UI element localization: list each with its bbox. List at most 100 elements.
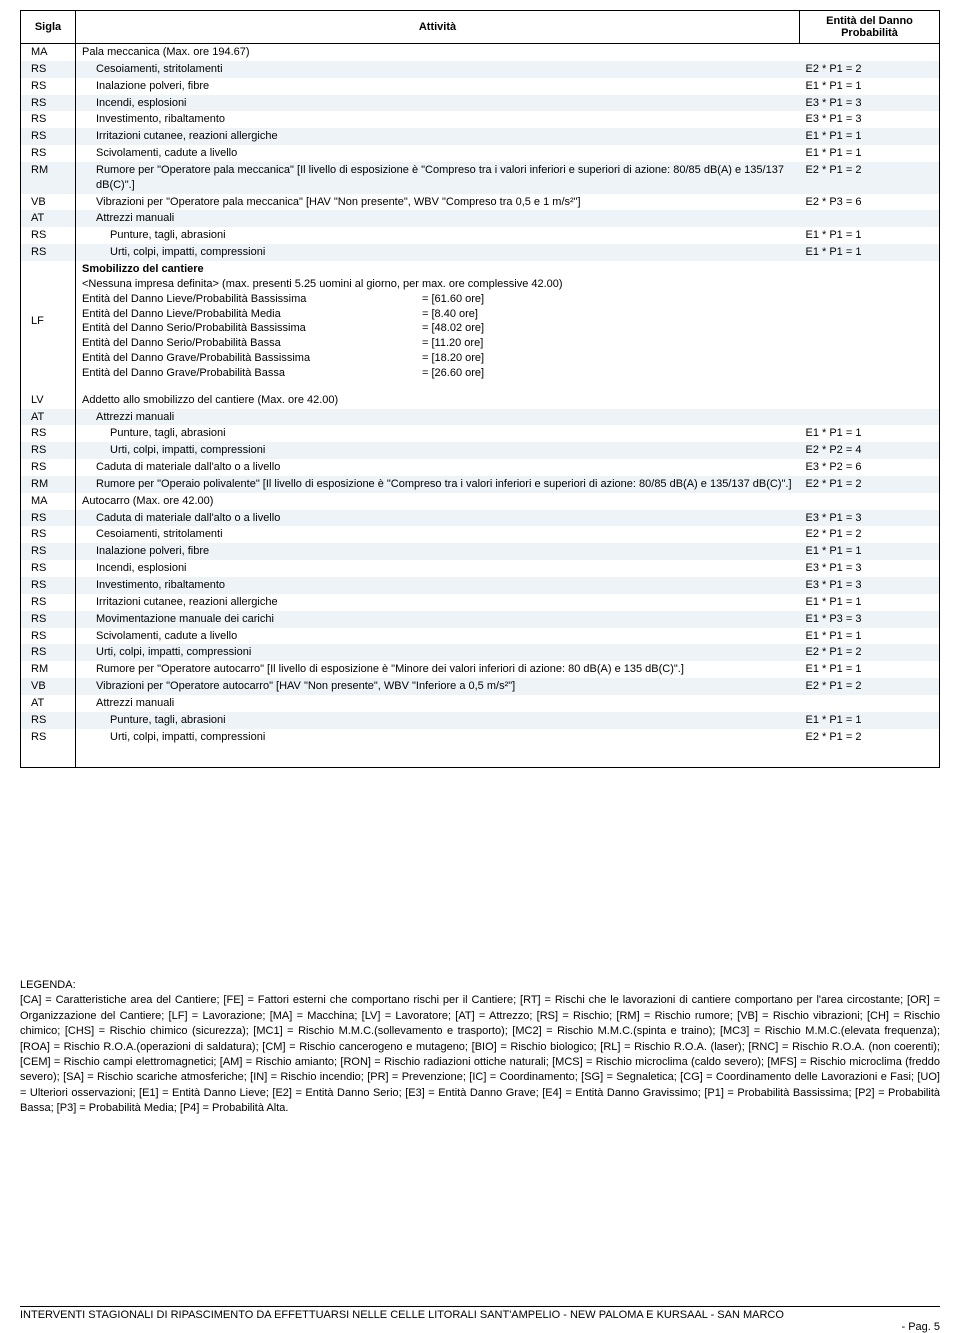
table-row: RSPunture, tagli, abrasioniE1 * P1 = 1	[21, 712, 940, 729]
row-activity: Vibrazioni per "Operatore pala meccanica…	[76, 194, 800, 211]
row-activity: Punture, tagli, abrasioni	[76, 425, 800, 442]
col-sigla: Sigla	[21, 11, 76, 44]
row-entity	[800, 210, 940, 227]
col-entita: Entità del Danno Probabilità	[800, 11, 940, 44]
table-row: RSIrritazioni cutanee, reazioni allergic…	[21, 128, 940, 145]
table-row: RSMovimentazione manuale dei carichiE1 *…	[21, 611, 940, 628]
table-row: RSCesoiamenti, stritolamentiE2 * P1 = 2	[21, 61, 940, 78]
row-activity: Movimentazione manuale dei carichi	[76, 611, 800, 628]
table-row: RSInvestimento, ribaltamentoE3 * P1 = 3	[21, 111, 940, 128]
table-row: RMRumore per "Operaio polivalente" [Il l…	[21, 476, 940, 493]
table-row: RMRumore per "Operatore autocarro" [Il l…	[21, 661, 940, 678]
row-sigla: RS	[21, 227, 76, 244]
row-activity: Addetto allo smobilizzo del cantiere (Ma…	[76, 392, 800, 409]
row-entity: E1 * P1 = 1	[800, 128, 940, 145]
table-row: ATAttrezzi manuali	[21, 695, 940, 712]
table-row: ATAttrezzi manuali	[21, 409, 940, 426]
table-row: RSInalazione polveri, fibreE1 * P1 = 1	[21, 543, 940, 560]
lf-sigla: LF	[21, 261, 76, 382]
row-entity: E3 * P1 = 3	[800, 510, 940, 527]
footer-page: - Pag. 5	[20, 1321, 940, 1333]
row-entity: E1 * P1 = 1	[800, 145, 940, 162]
table-row: RSIrritazioni cutanee, reazioni allergic…	[21, 594, 940, 611]
row-activity: Irritazioni cutanee, reazioni allergiche	[76, 128, 800, 145]
row-activity: Rumore per "Operatore pala meccanica" [I…	[76, 162, 800, 194]
table-row: RSCaduta di materiale dall'alto o a live…	[21, 510, 940, 527]
table-row: RMRumore per "Operatore pala meccanica" …	[21, 162, 940, 194]
row-activity: Scivolamenti, cadute a livello	[76, 628, 800, 645]
row-activity: Attrezzi manuali	[76, 210, 800, 227]
table-row: LVAddetto allo smobilizzo del cantiere (…	[21, 392, 940, 409]
row-sigla: RM	[21, 661, 76, 678]
row-sigla: RS	[21, 560, 76, 577]
row-entity: E1 * P1 = 1	[800, 594, 940, 611]
row-entity: E1 * P1 = 1	[800, 425, 940, 442]
table-row: RSCaduta di materiale dall'alto o a live…	[21, 459, 940, 476]
table-row: RSPunture, tagli, abrasioniE1 * P1 = 1	[21, 425, 940, 442]
row-entity	[800, 44, 940, 61]
row-sigla: LV	[21, 392, 76, 409]
table-row: RSUrti, colpi, impatti, compressioniE2 *…	[21, 442, 940, 459]
table-row: RSInvestimento, ribaltamentoE3 * P1 = 3	[21, 577, 940, 594]
table-row: RSScivolamenti, cadute a livelloE1 * P1 …	[21, 145, 940, 162]
row-activity: Investimento, ribaltamento	[76, 111, 800, 128]
row-sigla: AT	[21, 409, 76, 426]
footer: INTERVENTI STAGIONALI DI RIPASCIMENTO DA…	[20, 1306, 940, 1333]
row-entity: E2 * P1 = 2	[800, 644, 940, 661]
lf-title: Smobilizzo del cantiere	[82, 262, 794, 277]
lf-line: Entità del Danno Grave/Probabilità Bassi…	[82, 351, 794, 366]
legend-body: [CA] = Caratteristiche area del Cantiere…	[20, 993, 940, 1116]
row-activity: Punture, tagli, abrasioni	[76, 712, 800, 729]
row-sigla: AT	[21, 210, 76, 227]
row-sigla: RS	[21, 594, 76, 611]
row-activity: Rumore per "Operatore autocarro" [Il liv…	[76, 661, 800, 678]
row-sigla: RS	[21, 729, 76, 746]
row-sigla: RS	[21, 145, 76, 162]
table-row: RSScivolamenti, cadute a livelloE1 * P1 …	[21, 628, 940, 645]
row-entity: E1 * P1 = 1	[800, 661, 940, 678]
row-entity: E3 * P1 = 3	[800, 560, 940, 577]
row-sigla: RS	[21, 244, 76, 261]
lf-line: Entità del Danno Lieve/Probabilità Bassi…	[82, 292, 794, 307]
row-activity: Urti, colpi, impatti, compressioni	[76, 644, 800, 661]
table-row: RSIncendi, esplosioniE3 * P1 = 3	[21, 560, 940, 577]
row-sigla: RS	[21, 644, 76, 661]
lf-line: Entità del Danno Serio/Probabilità Bassa…	[82, 336, 794, 351]
row-entity	[800, 695, 940, 712]
row-activity: Autocarro (Max. ore 42.00)	[76, 493, 800, 510]
row-activity: Attrezzi manuali	[76, 695, 800, 712]
row-entity: E2 * P1 = 2	[800, 162, 940, 194]
table-row: MAPala meccanica (Max. ore 194.67)	[21, 44, 940, 61]
row-sigla: RM	[21, 162, 76, 194]
row-entity: E3 * P1 = 3	[800, 95, 940, 112]
row-activity: Scivolamenti, cadute a livello	[76, 145, 800, 162]
lf-line: Entità del Danno Serio/Probabilità Bassi…	[82, 321, 794, 336]
table-row: RSUrti, colpi, impatti, compressioniE2 *…	[21, 729, 940, 746]
row-entity: E1 * P1 = 1	[800, 78, 940, 95]
row-activity: Caduta di materiale dall'alto o a livell…	[76, 459, 800, 476]
row-activity: Caduta di materiale dall'alto o a livell…	[76, 510, 800, 527]
row-entity	[800, 392, 940, 409]
row-activity: Incendi, esplosioni	[76, 560, 800, 577]
row-sigla: RS	[21, 95, 76, 112]
row-entity: E3 * P1 = 3	[800, 111, 940, 128]
table-row: RSCesoiamenti, stritolamentiE2 * P1 = 2	[21, 526, 940, 543]
footer-title: INTERVENTI STAGIONALI DI RIPASCIMENTO DA…	[20, 1309, 940, 1321]
row-sigla: AT	[21, 695, 76, 712]
row-activity: Urti, colpi, impatti, compressioni	[76, 244, 800, 261]
lf-line: Entità del Danno Lieve/Probabilità Media…	[82, 307, 794, 322]
row-entity: E2 * P1 = 2	[800, 729, 940, 746]
row-sigla: RS	[21, 543, 76, 560]
row-activity: Urti, colpi, impatti, compressioni	[76, 442, 800, 459]
row-entity: E2 * P1 = 2	[800, 476, 940, 493]
row-sigla: RS	[21, 425, 76, 442]
col-attivita: Attività	[76, 11, 800, 44]
lf-block: Smobilizzo del cantiere <Nessuna impresa…	[76, 261, 800, 382]
row-sigla: MA	[21, 493, 76, 510]
table-row: RSInalazione polveri, fibreE1 * P1 = 1	[21, 78, 940, 95]
row-entity: E1 * P1 = 1	[800, 227, 940, 244]
table-row: ATAttrezzi manuali	[21, 210, 940, 227]
lf-row: LF Smobilizzo del cantiere <Nessuna impr…	[21, 261, 940, 382]
row-entity: E1 * P1 = 1	[800, 628, 940, 645]
row-activity: Inalazione polveri, fibre	[76, 543, 800, 560]
